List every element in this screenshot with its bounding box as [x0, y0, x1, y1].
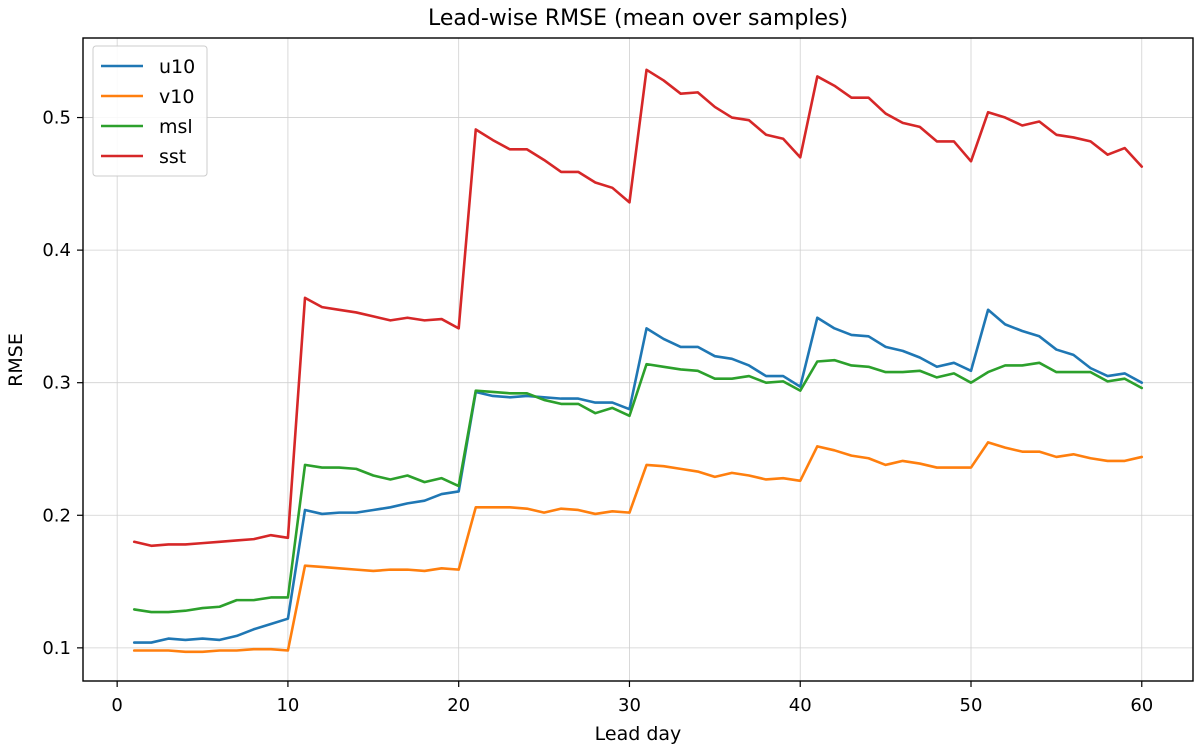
series-line-sst [132, 68, 1144, 548]
series-line-v10 [132, 441, 1144, 654]
x-axis-label: Lead day [595, 723, 682, 745]
x-tick-label: 20 [447, 695, 470, 716]
series-layer [132, 68, 1144, 654]
series-line-u10 [132, 308, 1144, 644]
chart-title: Lead-wise RMSE (mean over samples) [428, 6, 848, 31]
plot-frame [82, 37, 1194, 682]
y-tick-label: 0.5 [42, 108, 71, 129]
x-tick-label: 40 [789, 695, 812, 716]
legend-label-msl: msl [159, 116, 193, 138]
legend-label-u10: u10 [159, 56, 195, 78]
x-tick-label: 50 [960, 695, 983, 716]
x-tick-label: 10 [276, 695, 299, 716]
grid [83, 38, 1193, 681]
legend: u10 v10 msl sst [92, 45, 208, 177]
x-axis-ticks: 0 10 20 30 40 50 60 [111, 681, 1153, 716]
legend-label-v10: v10 [159, 86, 194, 108]
x-tick-label: 30 [618, 695, 641, 716]
y-tick-label: 0.4 [42, 240, 71, 261]
x-tick-label: 60 [1130, 695, 1153, 716]
y-tick-label: 0.1 [42, 638, 71, 659]
legend-label-sst: sst [159, 146, 186, 168]
y-tick-label: 0.3 [42, 373, 71, 394]
legend-box [92, 45, 208, 177]
series-line-msl [132, 358, 1144, 614]
y-axis-label: RMSE [5, 333, 27, 387]
x-tick-label: 0 [111, 695, 122, 716]
y-tick-label: 0.2 [42, 505, 71, 526]
y-axis-ticks: 0.1 0.2 0.3 0.4 0.5 [42, 108, 83, 659]
